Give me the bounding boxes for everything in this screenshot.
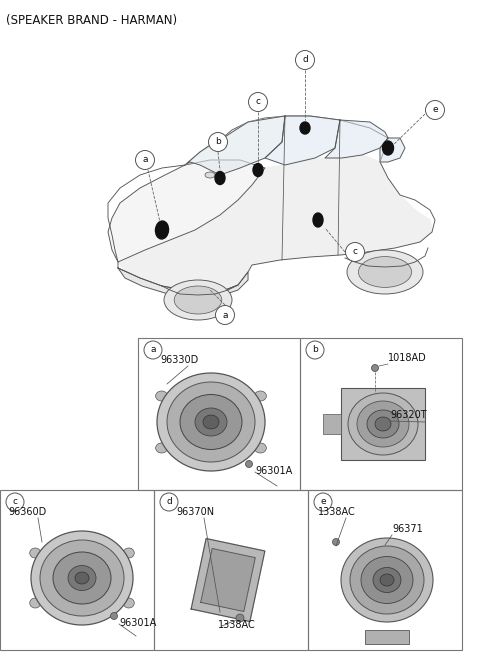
Ellipse shape <box>359 256 412 287</box>
Circle shape <box>314 493 332 511</box>
Text: d: d <box>302 56 308 64</box>
Circle shape <box>144 341 162 359</box>
Circle shape <box>333 539 339 546</box>
Polygon shape <box>201 548 255 611</box>
Polygon shape <box>265 116 340 165</box>
Text: a: a <box>222 310 228 319</box>
Bar <box>154 490 308 650</box>
Text: a: a <box>142 155 148 165</box>
Text: (SPEAKER BRAND - HARMAN): (SPEAKER BRAND - HARMAN) <box>6 14 177 27</box>
Text: a: a <box>150 346 156 354</box>
Ellipse shape <box>313 213 323 227</box>
Text: b: b <box>215 138 221 146</box>
Text: 96301A: 96301A <box>255 466 292 476</box>
Circle shape <box>208 133 228 152</box>
Circle shape <box>110 613 118 619</box>
Text: 96370N: 96370N <box>176 507 214 517</box>
Polygon shape <box>118 268 248 297</box>
Circle shape <box>306 341 324 359</box>
Circle shape <box>346 243 364 262</box>
Text: 96301A: 96301A <box>119 618 156 628</box>
Bar <box>323 414 341 434</box>
Ellipse shape <box>164 280 232 320</box>
Ellipse shape <box>254 391 266 401</box>
Ellipse shape <box>53 552 111 604</box>
Ellipse shape <box>156 221 168 239</box>
Ellipse shape <box>167 382 255 462</box>
Text: 1338AC: 1338AC <box>218 620 256 630</box>
Ellipse shape <box>157 373 265 471</box>
Polygon shape <box>191 539 265 621</box>
Text: b: b <box>312 346 318 354</box>
Ellipse shape <box>75 572 89 584</box>
Circle shape <box>249 92 267 112</box>
Text: 1018AD: 1018AD <box>388 353 427 363</box>
Ellipse shape <box>205 172 215 178</box>
Circle shape <box>216 306 235 325</box>
Ellipse shape <box>30 598 41 608</box>
Ellipse shape <box>347 250 423 294</box>
Circle shape <box>160 493 178 511</box>
Circle shape <box>135 150 155 169</box>
Polygon shape <box>108 160 265 262</box>
Ellipse shape <box>180 394 242 449</box>
Text: e: e <box>320 497 326 506</box>
Ellipse shape <box>195 408 227 436</box>
Ellipse shape <box>174 286 222 314</box>
Ellipse shape <box>40 540 124 616</box>
Polygon shape <box>380 138 405 162</box>
Text: c: c <box>255 98 261 106</box>
Ellipse shape <box>367 410 399 438</box>
Text: 96330D: 96330D <box>160 355 198 365</box>
Polygon shape <box>185 116 285 175</box>
Ellipse shape <box>156 443 168 453</box>
Bar <box>341 388 425 460</box>
Ellipse shape <box>375 417 391 431</box>
Bar <box>138 338 300 490</box>
Ellipse shape <box>357 401 409 447</box>
Circle shape <box>372 365 379 371</box>
Ellipse shape <box>123 548 134 558</box>
Ellipse shape <box>254 443 266 453</box>
Text: c: c <box>12 497 17 506</box>
Bar <box>0 490 154 650</box>
Ellipse shape <box>373 567 401 592</box>
Text: c: c <box>352 247 358 256</box>
Polygon shape <box>325 120 388 158</box>
Text: 96371: 96371 <box>392 524 423 534</box>
Text: d: d <box>166 497 172 506</box>
Circle shape <box>425 100 444 119</box>
Ellipse shape <box>361 556 413 604</box>
Text: e: e <box>432 106 438 115</box>
Bar <box>300 338 462 490</box>
Ellipse shape <box>350 546 424 614</box>
Ellipse shape <box>383 141 394 155</box>
Ellipse shape <box>348 393 418 455</box>
Circle shape <box>6 493 24 511</box>
Text: 96360D: 96360D <box>8 507 46 517</box>
Circle shape <box>245 461 252 468</box>
Ellipse shape <box>30 548 41 558</box>
Ellipse shape <box>341 538 433 622</box>
Ellipse shape <box>123 598 134 608</box>
Ellipse shape <box>380 574 394 586</box>
Text: 1338AC: 1338AC <box>318 507 356 517</box>
Bar <box>308 490 462 650</box>
Circle shape <box>296 51 314 70</box>
Ellipse shape <box>300 122 310 134</box>
Text: 96320T: 96320T <box>390 410 427 420</box>
Ellipse shape <box>253 163 263 176</box>
Bar <box>365 630 409 644</box>
Ellipse shape <box>68 565 96 590</box>
Polygon shape <box>118 155 432 292</box>
Ellipse shape <box>203 415 219 429</box>
Circle shape <box>236 614 244 622</box>
Ellipse shape <box>156 391 168 401</box>
Ellipse shape <box>31 531 133 625</box>
Ellipse shape <box>215 171 225 184</box>
